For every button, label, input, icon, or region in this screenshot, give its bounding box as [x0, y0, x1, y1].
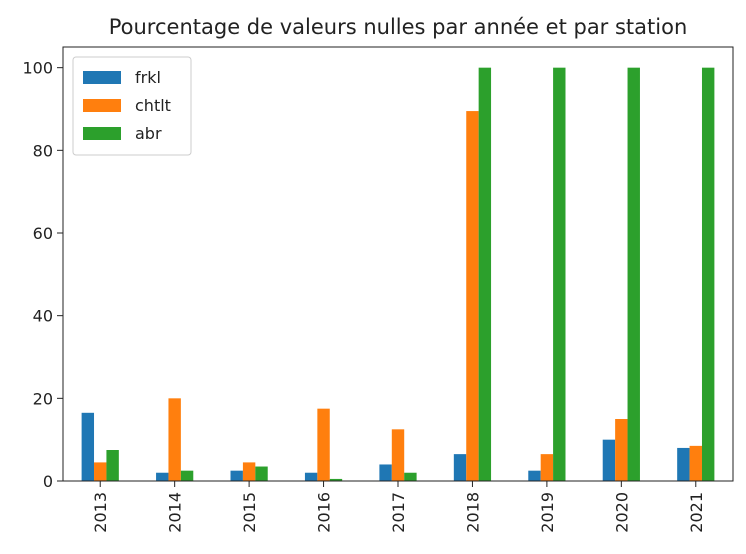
bar-chtlt-2013 — [94, 462, 107, 481]
bar-abr-2013 — [106, 450, 119, 481]
legend-label-abr: abr — [135, 124, 162, 143]
legend-swatch-frkl — [83, 71, 121, 84]
bar-frkl-2014 — [156, 472, 169, 481]
bar-abr-2017 — [404, 472, 417, 481]
x-tick-label: 2013 — [91, 492, 110, 533]
bar-chtlt-2018 — [466, 111, 479, 481]
y-tick-label: 40 — [33, 307, 53, 326]
bar-abr-2015 — [255, 466, 268, 481]
x-tick-label: 2021 — [687, 492, 706, 533]
x-tick-label: 2018 — [463, 492, 482, 533]
legend-label-frkl: frkl — [135, 68, 161, 87]
bar-frkl-2018 — [453, 454, 467, 481]
x-tick-label: 2020 — [612, 492, 631, 533]
y-tick-label: 60 — [33, 224, 53, 243]
bar-chtlt-2015 — [242, 462, 256, 481]
bar-frkl-2016 — [304, 472, 318, 481]
legend-label-chtlt: chtlt — [135, 96, 171, 115]
y-tick-label: 0 — [43, 472, 53, 491]
bar-abr-2021 — [701, 67, 715, 482]
x-axis: 2013 2014 2015 2016 2017 2018 2019 2020 2021 — [91, 481, 706, 533]
x-tick-label: 2014 — [166, 492, 185, 533]
bar-chtlt-2019 — [540, 454, 554, 481]
bar-chtlt-2020 — [615, 419, 628, 481]
chart-title: Pourcentage de valeurs nulles par année … — [109, 15, 688, 39]
plot-area — [62, 46, 734, 482]
y-tick-label: 100 — [22, 59, 53, 78]
bar-frkl-2019 — [528, 470, 541, 481]
bar-frkl-2021 — [677, 447, 690, 481]
bar-abr-2018 — [478, 67, 492, 482]
y-axis: 0 20 40 60 80 100 — [22, 59, 63, 491]
y-tick-label: 80 — [33, 141, 53, 160]
bar-abr-2016 — [329, 478, 343, 481]
x-tick-label: 2015 — [240, 492, 259, 533]
bar-abr-2014 — [180, 470, 194, 481]
legend-swatch-abr — [83, 127, 121, 140]
bar-chtlt-2016 — [317, 408, 330, 481]
bar-abr-2019 — [553, 67, 566, 482]
legend: frkl chtlt abr — [72, 56, 192, 156]
x-tick-label: 2019 — [538, 492, 557, 533]
bar-frkl-2015 — [230, 470, 243, 481]
bar-chtlt-2014 — [168, 398, 181, 481]
bar-frkl-2020 — [602, 439, 616, 481]
x-tick-label: 2016 — [315, 492, 334, 533]
bar-frkl-2013 — [81, 412, 95, 481]
bar-chtlt-2021 — [689, 445, 702, 481]
bar-frkl-2017 — [379, 464, 392, 481]
bar-abr-2020 — [627, 67, 640, 482]
bar-chtlt-2017 — [391, 429, 405, 481]
y-tick-label: 20 — [33, 389, 53, 408]
x-tick-label: 2017 — [389, 492, 408, 533]
legend-swatch-chtlt — [83, 99, 121, 112]
